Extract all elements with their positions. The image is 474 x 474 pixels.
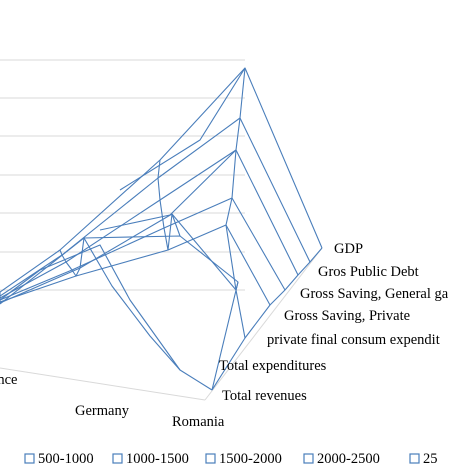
back-wall-gridlines xyxy=(0,59,323,401)
depth-tick-label: GDP xyxy=(334,241,363,257)
mesh-col-5 xyxy=(211,247,323,391)
legend-swatch xyxy=(205,453,216,464)
mesh-strand xyxy=(83,237,181,371)
floor-edge-right xyxy=(204,247,323,401)
legend-label: 25 xyxy=(423,451,438,467)
mesh-strand xyxy=(0,244,213,391)
mesh-strand xyxy=(119,67,246,191)
legend-swatch xyxy=(409,453,420,464)
legend-swatch xyxy=(112,453,123,464)
mesh-strand xyxy=(99,149,237,231)
depth-axis-labels: Total revenues Total expenditures private … xyxy=(219,241,449,404)
x-axis-labels: France Germany Romania xyxy=(0,372,225,430)
mesh-row-revenues xyxy=(0,235,239,391)
legend-label: 500-1000 xyxy=(38,451,94,467)
mesh-col-2 xyxy=(59,237,85,277)
mesh-col-3 xyxy=(157,159,181,251)
mesh-col-4 xyxy=(225,67,246,291)
legend-label: 2000-2500 xyxy=(317,451,380,467)
x-tick-label: France xyxy=(0,372,17,388)
legend-swatch xyxy=(303,453,314,464)
legend-label: 1000-1500 xyxy=(126,451,189,467)
floor-edge-left xyxy=(0,367,206,401)
mesh-row-public-debt xyxy=(0,117,311,297)
depth-tick-label: Total expenditures xyxy=(219,358,327,374)
legend-swatch xyxy=(24,453,35,464)
surface-mesh xyxy=(0,67,323,391)
x-tick-label: Germany xyxy=(75,403,130,419)
depth-tick-label: Gross Saving, Private xyxy=(284,308,410,324)
depth-tick-label: private final consum expendit xyxy=(267,332,440,348)
legend-label: 1500-2000 xyxy=(219,451,282,467)
depth-tick-label: Gros Public Debt xyxy=(318,264,419,280)
x-tick-label: Romania xyxy=(172,414,225,430)
mesh-row-gdp xyxy=(0,67,323,293)
depth-tick-label: Gross Saving, General ga xyxy=(300,286,449,302)
depth-tick-label: Total revenues xyxy=(222,388,307,404)
